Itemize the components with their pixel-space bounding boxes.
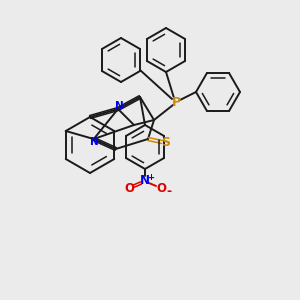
- Text: -: -: [167, 184, 172, 197]
- Text: O: O: [156, 182, 166, 196]
- Text: +: +: [148, 172, 154, 182]
- Text: N: N: [140, 175, 150, 188]
- Text: P: P: [171, 95, 181, 109]
- Text: N: N: [90, 137, 99, 147]
- Text: S: S: [161, 136, 170, 149]
- Text: N: N: [115, 101, 123, 111]
- Text: O: O: [124, 182, 134, 196]
